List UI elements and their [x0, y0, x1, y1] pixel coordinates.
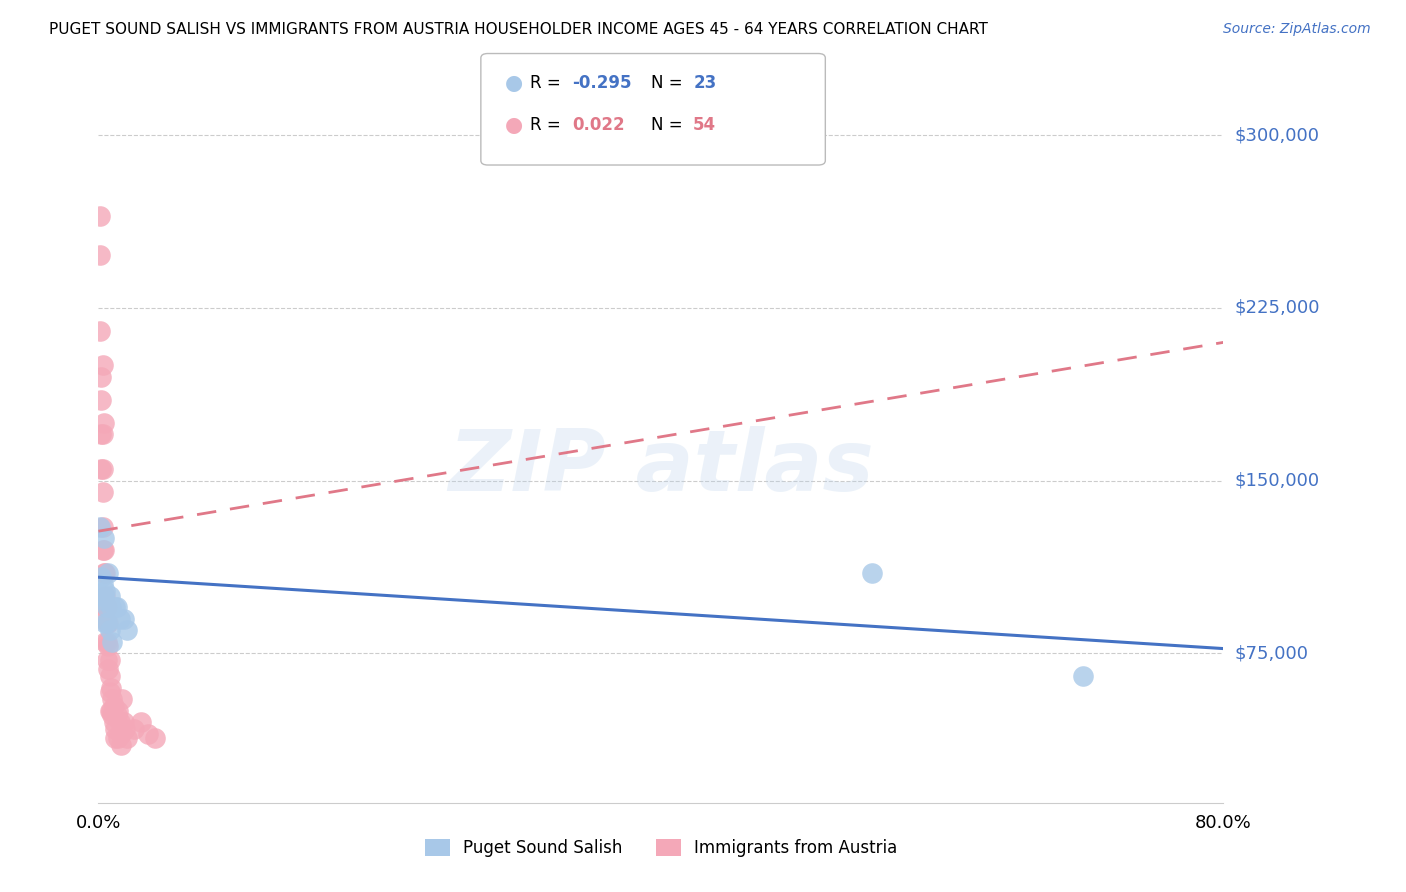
Point	[94, 566, 117, 580]
Point	[98, 685, 121, 699]
Point	[98, 623, 121, 637]
Text: ●: ●	[505, 115, 523, 135]
Text: $225,000: $225,000	[1234, 299, 1320, 317]
Point	[97, 566, 120, 580]
Point	[91, 359, 114, 373]
Point	[90, 570, 112, 584]
Point	[98, 704, 121, 718]
Point	[94, 584, 117, 599]
Point	[114, 722, 136, 736]
Point	[96, 634, 118, 648]
Point	[93, 600, 115, 615]
Point	[98, 589, 121, 603]
Text: R =: R =	[530, 116, 571, 134]
Text: -0.295: -0.295	[572, 74, 631, 92]
Point	[100, 704, 122, 718]
Point	[89, 519, 111, 533]
Point	[91, 462, 114, 476]
Point	[91, 542, 114, 557]
Point	[107, 731, 129, 746]
Point	[94, 589, 117, 603]
Point	[97, 640, 120, 654]
Text: N =: N =	[651, 116, 688, 134]
Point	[94, 612, 117, 626]
Point	[96, 600, 118, 615]
Point	[96, 600, 118, 615]
Point	[101, 634, 124, 648]
Point	[1071, 669, 1094, 683]
Point	[110, 738, 132, 752]
Point	[94, 634, 117, 648]
Point	[129, 715, 152, 730]
Point	[93, 531, 115, 545]
Point	[101, 692, 124, 706]
Point	[103, 699, 125, 714]
Point	[108, 715, 131, 730]
Point	[115, 623, 138, 637]
Point	[111, 692, 134, 706]
Point	[100, 681, 122, 695]
Point	[93, 589, 115, 603]
Point	[105, 600, 128, 615]
Point	[860, 566, 883, 580]
Point	[104, 600, 127, 615]
Point	[112, 715, 135, 730]
Point	[136, 727, 159, 741]
Point	[105, 708, 128, 723]
Point	[96, 616, 118, 631]
Point	[89, 248, 111, 262]
Point	[97, 662, 120, 676]
Point	[122, 722, 145, 736]
Text: 54: 54	[693, 116, 716, 134]
Text: ZIP atlas: ZIP atlas	[449, 425, 873, 509]
Point	[90, 370, 112, 384]
Point	[97, 616, 120, 631]
Point	[96, 653, 118, 667]
Text: $150,000: $150,000	[1234, 472, 1319, 490]
Text: $75,000: $75,000	[1234, 644, 1309, 662]
Text: ●: ●	[505, 73, 523, 93]
Text: 0.022: 0.022	[572, 116, 624, 134]
Point	[89, 209, 111, 223]
Point	[90, 392, 112, 407]
Point	[91, 593, 114, 607]
Point	[108, 612, 131, 626]
Point	[115, 731, 138, 746]
Point	[103, 715, 125, 730]
Point	[100, 600, 122, 615]
Text: N =: N =	[651, 74, 688, 92]
Point	[90, 462, 112, 476]
Point	[93, 566, 115, 580]
Point	[104, 731, 127, 746]
Point	[104, 722, 127, 736]
Point	[91, 577, 114, 591]
Point	[91, 427, 114, 442]
Point	[91, 519, 114, 533]
Point	[93, 416, 115, 430]
Point	[90, 427, 112, 442]
Point	[110, 727, 132, 741]
Point	[98, 669, 121, 683]
Point	[107, 704, 129, 718]
Legend: Puget Sound Salish, Immigrants from Austria: Puget Sound Salish, Immigrants from Aust…	[416, 831, 905, 866]
Point	[143, 731, 166, 746]
Text: $300,000: $300,000	[1234, 127, 1319, 145]
Point	[96, 616, 118, 631]
Point	[93, 542, 115, 557]
Text: PUGET SOUND SALISH VS IMMIGRANTS FROM AUSTRIA HOUSEHOLDER INCOME AGES 45 - 64 YE: PUGET SOUND SALISH VS IMMIGRANTS FROM AU…	[49, 22, 988, 37]
Point	[91, 485, 114, 500]
Text: 23: 23	[693, 74, 717, 92]
Text: Source: ZipAtlas.com: Source: ZipAtlas.com	[1223, 22, 1371, 37]
Point	[89, 324, 111, 338]
Point	[90, 589, 112, 603]
Point	[112, 612, 135, 626]
Point	[101, 708, 124, 723]
Point	[94, 616, 117, 631]
Point	[98, 653, 121, 667]
Text: R =: R =	[530, 74, 567, 92]
